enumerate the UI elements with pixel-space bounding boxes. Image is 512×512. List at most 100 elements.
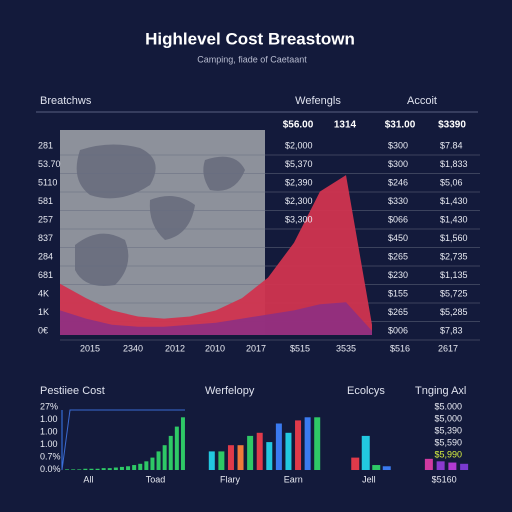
y-label: $5.000 xyxy=(434,401,462,411)
y-label: 284 xyxy=(38,251,53,261)
bar xyxy=(227,445,234,470)
panel-title: Tnging Axl xyxy=(415,385,466,397)
y-label: $5,590 xyxy=(434,437,462,447)
bar xyxy=(208,451,215,470)
bar xyxy=(314,417,321,470)
cell: $246 xyxy=(388,177,408,187)
bar xyxy=(460,463,469,470)
bar xyxy=(295,420,302,470)
cell: $5,370 xyxy=(285,159,313,169)
bar xyxy=(372,465,381,470)
cell: $300 xyxy=(388,159,408,169)
cell: $5,06 xyxy=(440,177,463,187)
column-head: $3390 xyxy=(438,120,466,131)
map-shape xyxy=(75,233,129,286)
cell: $006 xyxy=(388,325,408,335)
bar xyxy=(424,458,433,470)
column-head: $31.00 xyxy=(385,120,416,131)
guide-line xyxy=(61,409,185,471)
bar xyxy=(156,451,161,470)
y-label: 53.70 xyxy=(38,159,61,169)
y-label: 1.00 xyxy=(40,426,58,436)
cell: $2,300 xyxy=(285,196,313,206)
bar xyxy=(126,466,131,470)
cell: $5,285 xyxy=(440,307,468,317)
bar xyxy=(89,468,94,470)
bar xyxy=(218,451,225,470)
y-label: 0€ xyxy=(38,325,48,335)
x-label: All xyxy=(83,474,93,484)
bar xyxy=(285,432,292,470)
column-header: Wefengls xyxy=(295,95,341,107)
map-shape xyxy=(76,144,156,199)
bar xyxy=(351,457,360,470)
bar xyxy=(256,432,263,470)
bar xyxy=(168,435,173,470)
cell: $1,430 xyxy=(440,214,468,224)
bar xyxy=(382,466,391,470)
bar xyxy=(138,463,143,470)
subtitle: Camping, fiade of Caetaant xyxy=(197,54,307,64)
y-label: 0.7% xyxy=(40,451,61,461)
bar xyxy=(107,468,112,470)
bar xyxy=(132,465,137,470)
x-label: 2017 xyxy=(246,343,266,353)
y-label: 1.00 xyxy=(40,439,58,449)
x-label: $516 xyxy=(390,343,410,353)
x-label: Jell xyxy=(362,474,376,484)
bar xyxy=(174,426,179,470)
bar xyxy=(83,468,88,470)
bar xyxy=(119,466,124,470)
y-label: 0.0% xyxy=(40,464,61,474)
cell: $1,430 xyxy=(440,196,468,206)
cell: $1,560 xyxy=(440,233,468,243)
bar xyxy=(237,445,244,470)
cell: $3,300 xyxy=(285,214,313,224)
y-label: 581 xyxy=(38,196,53,206)
x-label: 3535 xyxy=(336,343,356,353)
bar xyxy=(150,457,155,470)
y-label: 1K xyxy=(38,307,49,317)
y-label: 681 xyxy=(38,270,53,280)
x-label: 2015 xyxy=(80,343,100,353)
cell: $450 xyxy=(388,233,408,243)
cell: $155 xyxy=(388,288,408,298)
cell: $1,833 xyxy=(440,159,468,169)
area xyxy=(60,302,372,335)
panel-title: Pestiiee Cost xyxy=(40,385,105,397)
bar xyxy=(95,468,100,470)
bar xyxy=(101,468,106,470)
cell: $1,135 xyxy=(440,270,468,280)
cell: $265 xyxy=(388,307,408,317)
column-head: 1314 xyxy=(334,120,357,131)
y-label: 5110 xyxy=(38,177,57,187)
title: Highlevel Cost Breastown xyxy=(145,29,355,48)
cell: $7,83 xyxy=(440,325,463,335)
column-head: $56.00 xyxy=(283,120,314,131)
bar xyxy=(71,469,76,470)
cell: $066 xyxy=(388,214,408,224)
bar xyxy=(361,435,370,470)
cell: $330 xyxy=(388,196,408,206)
y-label: $5,000 xyxy=(434,413,462,423)
cell: $2,000 xyxy=(285,140,313,150)
cell: $5,725 xyxy=(440,288,468,298)
x-label: 2010 xyxy=(205,343,225,353)
bar xyxy=(266,442,273,470)
bar xyxy=(113,467,118,470)
y-label: 27% xyxy=(40,401,58,411)
x-label: 2012 xyxy=(165,343,185,353)
cell: $2,390 xyxy=(285,177,313,187)
bar xyxy=(275,423,282,470)
y-label: 4K xyxy=(38,288,49,298)
cell: $7.84 xyxy=(440,140,463,150)
area xyxy=(60,175,372,335)
x-label: 2340 xyxy=(123,343,143,353)
cell: $230 xyxy=(388,270,408,280)
column-header: Breatchws xyxy=(40,95,92,107)
y-label: $5,990 xyxy=(434,449,462,459)
cell: $2,735 xyxy=(440,251,468,261)
y-label: $5,390 xyxy=(434,425,462,435)
cell: $300 xyxy=(388,140,408,150)
